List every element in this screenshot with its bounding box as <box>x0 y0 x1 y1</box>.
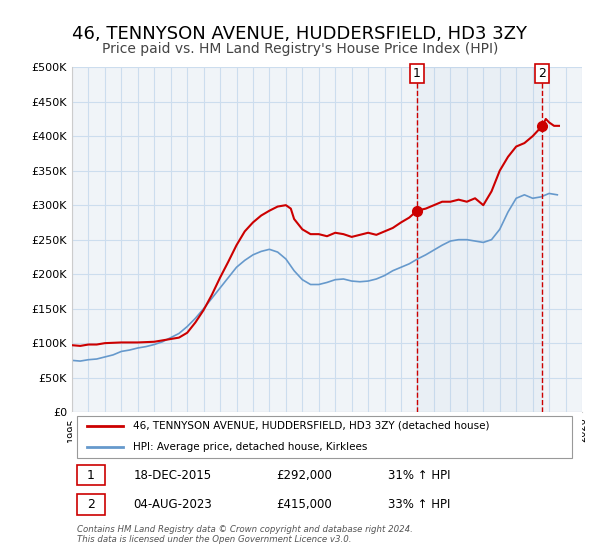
Text: 18-DEC-2015: 18-DEC-2015 <box>133 469 211 482</box>
FancyBboxPatch shape <box>77 416 572 458</box>
Text: Price paid vs. HM Land Registry's House Price Index (HPI): Price paid vs. HM Land Registry's House … <box>102 42 498 56</box>
Text: Contains HM Land Registry data © Crown copyright and database right 2024.
This d: Contains HM Land Registry data © Crown c… <box>77 525 413 544</box>
Text: 04-AUG-2023: 04-AUG-2023 <box>133 498 212 511</box>
Text: 2: 2 <box>538 67 546 80</box>
Bar <box>417 67 542 412</box>
Text: 46, TENNYSON AVENUE, HUDDERSFIELD, HD3 3ZY: 46, TENNYSON AVENUE, HUDDERSFIELD, HD3 3… <box>73 25 527 43</box>
Text: HPI: Average price, detached house, Kirklees: HPI: Average price, detached house, Kirk… <box>133 442 368 452</box>
FancyBboxPatch shape <box>77 465 105 486</box>
Text: 33% ↑ HPI: 33% ↑ HPI <box>388 498 451 511</box>
FancyBboxPatch shape <box>77 494 105 515</box>
Text: 2: 2 <box>87 498 95 511</box>
Text: 1: 1 <box>87 469 95 482</box>
Text: 1: 1 <box>413 67 421 80</box>
Text: £415,000: £415,000 <box>276 498 332 511</box>
Text: £292,000: £292,000 <box>276 469 332 482</box>
Text: 31% ↑ HPI: 31% ↑ HPI <box>388 469 451 482</box>
Text: 46, TENNYSON AVENUE, HUDDERSFIELD, HD3 3ZY (detached house): 46, TENNYSON AVENUE, HUDDERSFIELD, HD3 3… <box>133 421 490 431</box>
